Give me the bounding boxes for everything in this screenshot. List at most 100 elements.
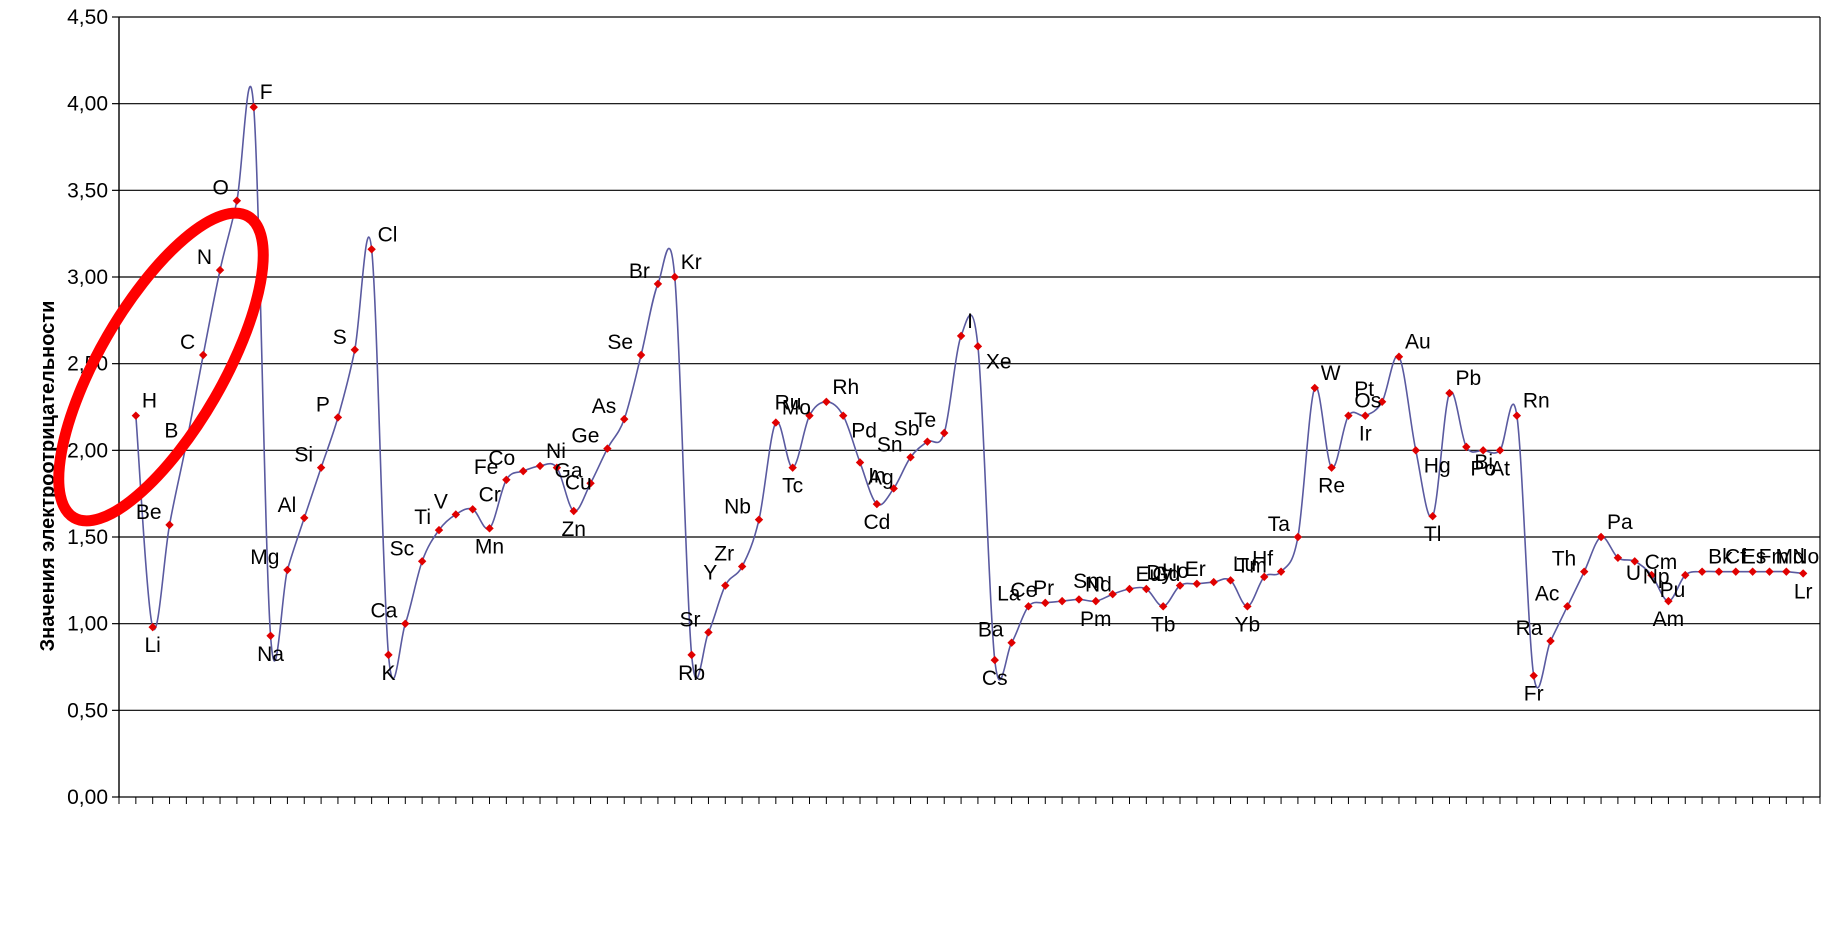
data-point-Pb	[1445, 389, 1453, 397]
data-label-Ba: Ba	[978, 619, 1004, 642]
data-label-H: H	[142, 390, 157, 413]
data-label-Br: Br	[629, 260, 650, 283]
data-label-Rh: Rh	[832, 376, 859, 399]
data-point-Fr	[1529, 671, 1537, 679]
data-label-I: I	[967, 310, 973, 333]
data-label-Mn: Mn	[475, 535, 504, 558]
data-label-Al: Al	[278, 494, 297, 517]
data-point-Rh	[822, 398, 830, 406]
data-point-Be	[165, 521, 173, 529]
data-point-Pr	[1058, 597, 1066, 605]
data-label-Fr: Fr	[1524, 683, 1544, 706]
data-label-Sc: Sc	[390, 537, 415, 560]
data-point-Cl	[367, 245, 375, 253]
data-point-Pm	[1092, 597, 1100, 605]
data-point-Mn	[485, 524, 493, 532]
data-point-Cf	[1715, 567, 1723, 575]
data-label-Pt: Pt	[1354, 378, 1374, 401]
data-point-Nb	[755, 515, 763, 523]
data-label-Tb: Tb	[1151, 613, 1176, 636]
highlight-ellipse	[20, 185, 301, 548]
data-label-Ru: Ru	[775, 392, 802, 415]
data-label-Tc: Tc	[782, 475, 803, 498]
y-tick-label: 4,50	[67, 6, 108, 29]
data-point-As	[620, 415, 628, 423]
data-label-Rn: Rn	[1523, 390, 1550, 413]
data-label-Yb: Yb	[1235, 613, 1261, 636]
data-point-Ag	[856, 458, 864, 466]
data-label-Hf: Hf	[1252, 548, 1273, 571]
data-point-Kr	[671, 273, 679, 281]
data-label-U: U	[1626, 562, 1641, 585]
data-labels: HLiBeBCNOFNaMgAlSiPSClKCaScTiV CrMnFeCo Ni…	[136, 81, 1819, 706]
data-label-Th: Th	[1552, 548, 1577, 571]
data-label-Ac: Ac	[1535, 582, 1560, 605]
data-point-Se	[637, 351, 645, 359]
y-tick-label: 0,00	[67, 786, 108, 809]
data-point-Sc	[418, 557, 426, 565]
data-point-Rn	[1513, 411, 1521, 419]
data-label-Se: Se	[607, 331, 633, 354]
data-label-Mg: Mg	[250, 546, 279, 569]
data-label-Pd: Pd	[851, 420, 877, 443]
data-point-Rb	[687, 651, 695, 659]
data-point-Mg	[283, 566, 291, 574]
data-label-Te: Te	[914, 409, 936, 432]
data-label-Pr: Pr	[1033, 577, 1054, 600]
data-label-P: P	[316, 393, 330, 416]
data-label-Li: Li	[145, 634, 161, 657]
data-label-Cs: Cs	[982, 667, 1008, 690]
data-label-Cr: Cr	[479, 483, 501, 506]
y-tick-label: 0,50	[67, 699, 108, 722]
data-point-Es	[1732, 567, 1740, 575]
data-point-C	[199, 351, 207, 359]
data-label-F: F	[260, 81, 273, 104]
data-point-I	[957, 332, 965, 340]
data-label-Be: Be	[136, 501, 162, 524]
data-label-Ca: Ca	[370, 600, 397, 623]
data-label-Cl: Cl	[378, 223, 398, 246]
data-label-No: No	[1792, 546, 1819, 569]
data-label-S: S	[333, 326, 347, 349]
data-label-N: N	[197, 246, 212, 269]
data-label-Ti: Ti	[414, 506, 431, 529]
data-label-B: B	[164, 419, 178, 442]
data-point-Ba	[1007, 639, 1015, 647]
data-label-Er: Er	[1185, 558, 1206, 581]
data-label-Tl: Tl	[1424, 523, 1442, 546]
data-label-Kr: Kr	[681, 251, 702, 274]
data-point-Au	[1395, 353, 1403, 361]
data-label-Pb: Pb	[1455, 367, 1481, 390]
data-label-V: V	[434, 490, 448, 513]
y-tick-label: 4,00	[67, 93, 108, 116]
data-point-H	[132, 411, 140, 419]
data-label-Au: Au	[1405, 331, 1431, 354]
y-tick-label: 3,00	[67, 266, 108, 289]
data-point-Cs	[991, 656, 999, 664]
data-label-Zr: Zr	[714, 542, 734, 565]
data-point-No	[1782, 567, 1790, 575]
data-point-Th	[1580, 567, 1588, 575]
data-label-W: W	[1321, 362, 1341, 385]
data-point-Pd	[839, 411, 847, 419]
data-label-Pa: Pa	[1607, 511, 1633, 534]
y-tick-label: 1,00	[67, 613, 108, 636]
data-label-Cm: Cm	[1645, 551, 1678, 574]
data-point-Sr	[704, 628, 712, 636]
data-label-Si: Si	[294, 444, 313, 467]
data-point-Ac	[1563, 602, 1571, 610]
data-label-At: At	[1490, 457, 1510, 480]
data-point-Lr	[1799, 569, 1807, 577]
data-label-Pu: Pu	[1660, 579, 1686, 602]
data-point-Tl	[1428, 512, 1436, 520]
gridlines	[119, 17, 1820, 797]
data-point-Md	[1765, 567, 1773, 575]
data-label-Am: Am	[1653, 608, 1685, 631]
data-point-Bk	[1698, 567, 1706, 575]
data-point-Eu	[1125, 585, 1133, 593]
data-point-Ta	[1294, 533, 1302, 541]
data-label-Na: Na	[257, 643, 284, 666]
data-point-Te	[940, 429, 948, 437]
data-label-As: As	[592, 395, 617, 418]
